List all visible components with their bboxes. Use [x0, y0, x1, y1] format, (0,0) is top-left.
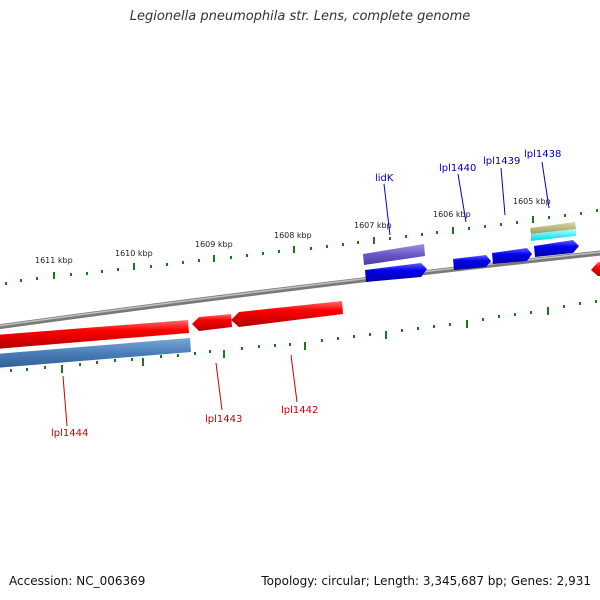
gene-lpl1442[interactable]	[231, 301, 343, 327]
forward-label-lines	[383, 161, 550, 236]
gene-cyan-block[interactable]	[531, 229, 576, 241]
forward-genes	[363, 222, 579, 282]
major-tick	[213, 255, 215, 262]
inner-tick-ruler	[10, 300, 597, 373]
gene-forward-arrow[interactable]	[365, 263, 427, 282]
major-tick	[532, 216, 534, 223]
major-tick	[53, 272, 55, 279]
gene-label[interactable]: lpl1444	[51, 428, 88, 439]
reverse-genes	[0, 262, 600, 368]
gene-olive-block[interactable]	[530, 222, 576, 234]
ruler-label: 1608 kbp	[274, 231, 312, 240]
gene-red-small-arrow[interactable]	[192, 314, 232, 331]
major-tick	[304, 342, 306, 350]
major-tick	[61, 365, 63, 373]
topology-text: Topology: circular; Length: 3,345,687 bp…	[261, 574, 591, 588]
ruler-label: 1609 kbp	[195, 240, 233, 249]
ruler-label: 1611 kbp	[35, 256, 73, 265]
gene-lpl1439[interactable]	[492, 248, 532, 264]
major-tick	[223, 350, 225, 358]
gene-label[interactable]: lidK	[375, 173, 394, 184]
gene-lpl1438[interactable]	[534, 240, 579, 257]
gene-label[interactable]: lpl1438	[524, 149, 561, 160]
major-tick	[373, 237, 375, 244]
ruler-label: 1610 kbp	[115, 249, 153, 258]
gene-lidK[interactable]	[363, 244, 425, 265]
gene-label[interactable]: lpl1442	[281, 405, 318, 416]
gene-steelblue-block[interactable]	[0, 338, 191, 368]
major-tick	[385, 331, 387, 339]
major-tick	[466, 320, 468, 328]
gene-lpl1444[interactable]	[0, 320, 189, 349]
gene-label[interactable]: lpl1439	[483, 156, 520, 167]
major-tick	[293, 246, 295, 253]
ruler-label: 1605 kbp	[513, 197, 551, 206]
major-tick	[547, 307, 549, 315]
map-title: Legionella pneumophila str. Lens, comple…	[129, 9, 471, 24]
ruler-label: 1607 kbp	[354, 221, 392, 230]
genome-backbone	[0, 250, 600, 330]
gene-label[interactable]: lpl1440	[439, 163, 476, 174]
major-tick	[133, 263, 135, 270]
ruler-label: 1606 kbp	[433, 210, 471, 219]
accession-text: Accession: NC_006369	[9, 574, 146, 588]
reverse-label-lines	[62, 354, 298, 427]
major-tick	[452, 227, 454, 234]
gene-red-edge-arrow[interactable]	[591, 262, 600, 276]
major-tick	[142, 358, 144, 366]
gene-lpl1440[interactable]	[453, 255, 491, 270]
outer-tick-ruler	[5, 209, 598, 285]
gene-label[interactable]: lpl1443	[205, 414, 242, 425]
